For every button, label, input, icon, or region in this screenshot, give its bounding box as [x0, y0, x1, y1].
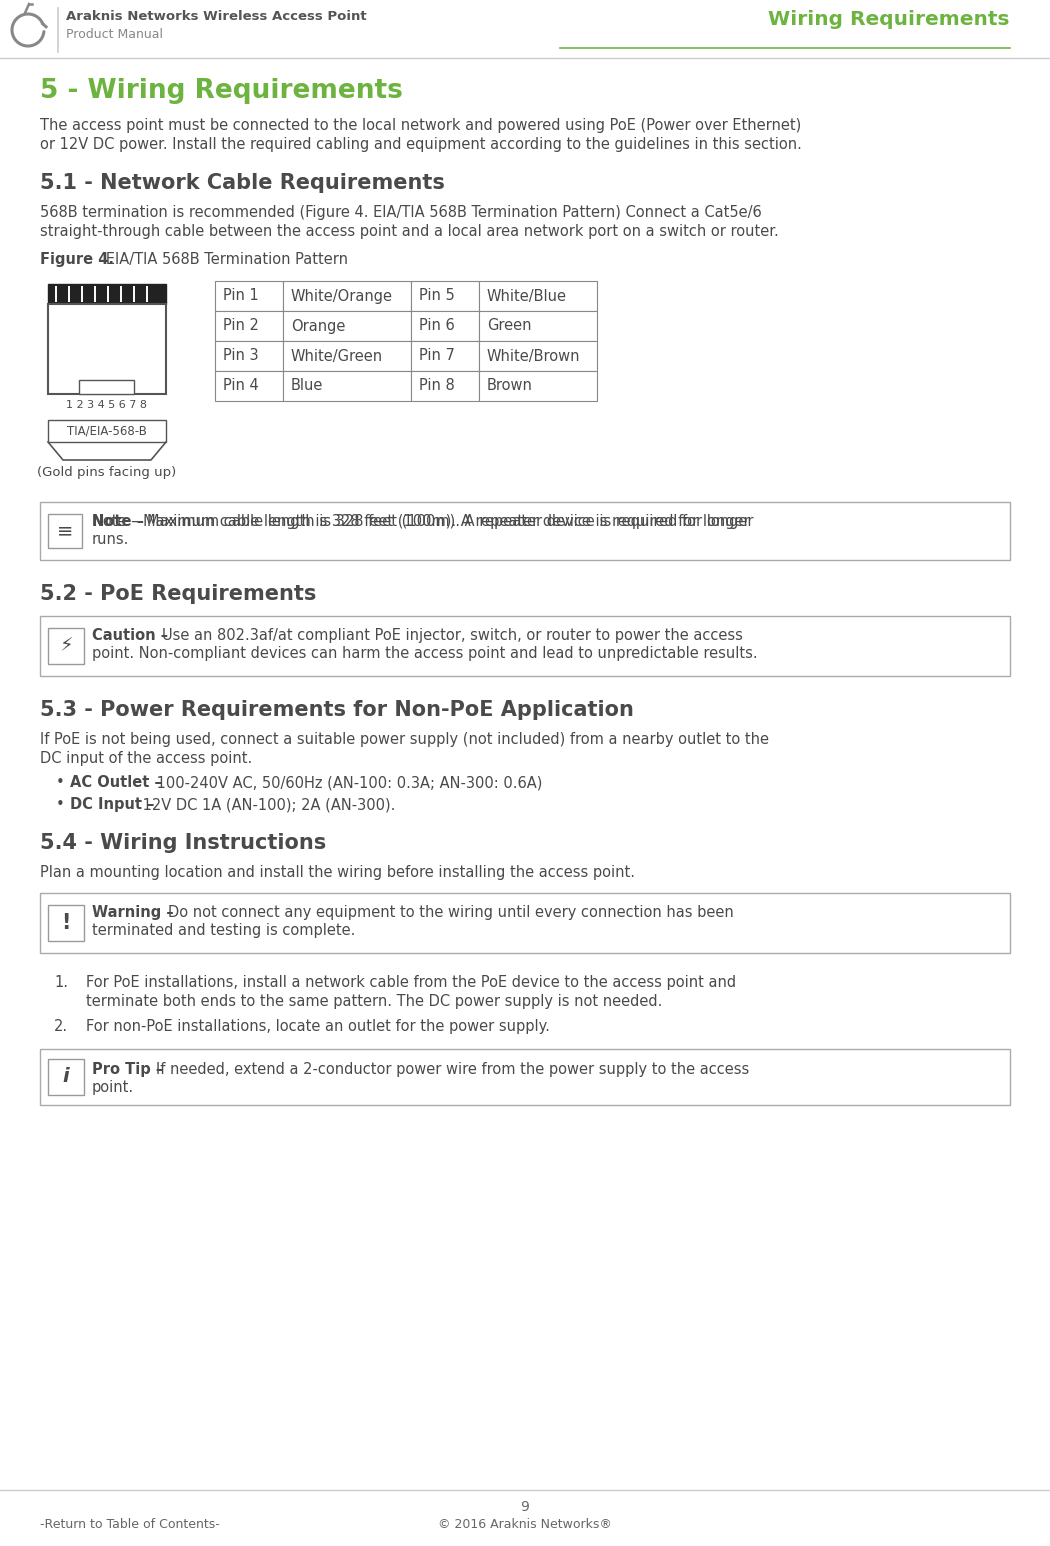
Text: Note –: Note – — [92, 513, 144, 529]
Text: Pin 5: Pin 5 — [419, 289, 455, 303]
Text: Araknis Networks Wireless Access Point: Araknis Networks Wireless Access Point — [66, 9, 366, 23]
Bar — [284, 371, 411, 400]
Text: Note – Maximum cable length is 328 feet (100m). A repeater device is required fo: Note – Maximum cable length is 328 feet … — [92, 513, 750, 529]
Text: 1.: 1. — [54, 976, 68, 989]
Text: •: • — [56, 775, 65, 790]
Text: i: i — [63, 1067, 69, 1087]
Text: © 2016 Araknis Networks®: © 2016 Araknis Networks® — [438, 1518, 612, 1531]
Text: If needed, extend a 2-conductor power wire from the power supply to the access: If needed, extend a 2-conductor power wi… — [156, 1062, 750, 1078]
Text: Orange: Orange — [291, 318, 345, 334]
Bar — [215, 311, 284, 342]
Text: Pin 1: Pin 1 — [223, 289, 258, 303]
Bar — [284, 342, 411, 371]
Bar — [48, 513, 82, 547]
Text: White/Blue: White/Blue — [487, 289, 567, 303]
Bar — [48, 284, 166, 305]
Bar — [215, 281, 284, 311]
Bar — [479, 342, 597, 371]
Text: 5.1 - Network Cable Requirements: 5.1 - Network Cable Requirements — [40, 173, 445, 193]
Text: 5.4 - Wiring Instructions: 5.4 - Wiring Instructions — [40, 833, 327, 853]
Bar — [215, 371, 284, 400]
Text: DC Input –: DC Input – — [70, 798, 154, 812]
Bar — [48, 305, 166, 394]
Text: -Return to Table of Contents-: -Return to Table of Contents- — [40, 1518, 219, 1531]
Text: Pin 4: Pin 4 — [223, 379, 258, 394]
Text: Warning –: Warning – — [92, 904, 173, 920]
Text: 1 2 3 4 5 6 7 8: 1 2 3 4 5 6 7 8 — [66, 400, 147, 410]
Text: Figure 4.: Figure 4. — [40, 252, 114, 267]
Text: ≡: ≡ — [57, 521, 74, 541]
Text: Plan a mounting location and install the wiring before installing the access poi: Plan a mounting location and install the… — [40, 866, 635, 880]
Text: terminated and testing is complete.: terminated and testing is complete. — [92, 923, 355, 938]
Text: Product Manual: Product Manual — [66, 28, 163, 42]
Text: Caution –: Caution – — [92, 628, 168, 643]
Text: 2.: 2. — [54, 1019, 68, 1034]
Text: point.: point. — [92, 1081, 134, 1095]
Text: Pin 7: Pin 7 — [419, 348, 455, 363]
Text: The access point must be connected to the local network and powered using PoE (P: The access point must be connected to th… — [40, 117, 801, 133]
Text: 9: 9 — [521, 1500, 529, 1514]
Text: terminate both ends to the same pattern. The DC power supply is not needed.: terminate both ends to the same pattern.… — [86, 994, 663, 1010]
Bar — [479, 281, 597, 311]
Bar — [79, 380, 134, 394]
Text: Pin 3: Pin 3 — [223, 348, 258, 363]
Text: If PoE is not being used, connect a suitable power supply (not included) from a : If PoE is not being used, connect a suit… — [40, 731, 769, 747]
Bar — [40, 615, 1010, 676]
Bar — [411, 281, 479, 311]
Text: DC input of the access point.: DC input of the access point. — [40, 751, 252, 765]
Text: point. Non-compliant devices can harm the access point and lead to unpredictable: point. Non-compliant devices can harm th… — [92, 646, 758, 662]
Bar — [479, 371, 597, 400]
Bar — [48, 628, 84, 663]
Text: 5.2 - PoE Requirements: 5.2 - PoE Requirements — [40, 584, 316, 604]
Text: Pin 6: Pin 6 — [419, 318, 455, 334]
Text: 100-240V AC, 50/60Hz (AN-100: 0.3A; AN-300: 0.6A): 100-240V AC, 50/60Hz (AN-100: 0.3A; AN-3… — [152, 775, 543, 790]
Text: Use an 802.3af/at compliant PoE injector, switch, or router to power the access: Use an 802.3af/at compliant PoE injector… — [162, 628, 743, 643]
Text: 5.3 - Power Requirements for Non-PoE Application: 5.3 - Power Requirements for Non-PoE App… — [40, 700, 634, 720]
Text: 12V DC 1A (AN-100); 2A (AN-300).: 12V DC 1A (AN-100); 2A (AN-300). — [138, 798, 396, 812]
Text: runs.: runs. — [92, 532, 129, 547]
Text: or 12V DC power. Install the required cabling and equipment according to the gui: or 12V DC power. Install the required ca… — [40, 138, 802, 152]
Bar — [284, 281, 411, 311]
Bar — [48, 904, 84, 942]
Text: White/Orange: White/Orange — [291, 289, 393, 303]
Bar — [40, 894, 1010, 952]
Bar — [411, 342, 479, 371]
Text: ⚡: ⚡ — [59, 637, 72, 656]
Bar — [411, 371, 479, 400]
Bar — [479, 311, 597, 342]
Text: Blue: Blue — [291, 379, 323, 394]
Text: Pin 8: Pin 8 — [419, 379, 455, 394]
Text: !: ! — [61, 914, 70, 932]
Text: Maximum cable length is 328 feet (100m). A repeater device is required for longe: Maximum cable length is 328 feet (100m).… — [147, 513, 754, 529]
Text: White/Green: White/Green — [291, 348, 383, 363]
Text: Brown: Brown — [487, 379, 532, 394]
Bar — [284, 311, 411, 342]
Text: AC Outlet –: AC Outlet – — [70, 775, 162, 790]
Bar — [215, 342, 284, 371]
Text: •: • — [56, 798, 65, 812]
Bar — [40, 1050, 1010, 1105]
Bar — [40, 502, 1010, 560]
Text: Do not connect any equipment to the wiring until every connection has been: Do not connect any equipment to the wiri… — [168, 904, 734, 920]
Bar — [48, 421, 166, 442]
Text: 568B termination is recommended (Figure 4. EIA/TIA 568B Termination Pattern) Con: 568B termination is recommended (Figure … — [40, 206, 761, 220]
Text: TIA/EIA-568-B: TIA/EIA-568-B — [67, 425, 147, 438]
Text: Pro Tip –: Pro Tip – — [92, 1062, 163, 1078]
Text: White/Brown: White/Brown — [487, 348, 581, 363]
Text: Wiring Requirements: Wiring Requirements — [769, 9, 1010, 29]
Text: Pin 2: Pin 2 — [223, 318, 259, 334]
Text: For non-PoE installations, locate an outlet for the power supply.: For non-PoE installations, locate an out… — [86, 1019, 550, 1034]
Text: 5 - Wiring Requirements: 5 - Wiring Requirements — [40, 77, 403, 104]
Text: Green: Green — [487, 318, 531, 334]
Text: EIA/TIA 568B Termination Pattern: EIA/TIA 568B Termination Pattern — [92, 252, 348, 267]
Text: straight-through cable between the access point and a local area network port on: straight-through cable between the acces… — [40, 224, 779, 240]
Text: For PoE installations, install a network cable from the PoE device to the access: For PoE installations, install a network… — [86, 976, 736, 989]
Text: (Gold pins facing up): (Gold pins facing up) — [38, 465, 176, 479]
Bar — [48, 1059, 84, 1095]
Bar — [411, 311, 479, 342]
